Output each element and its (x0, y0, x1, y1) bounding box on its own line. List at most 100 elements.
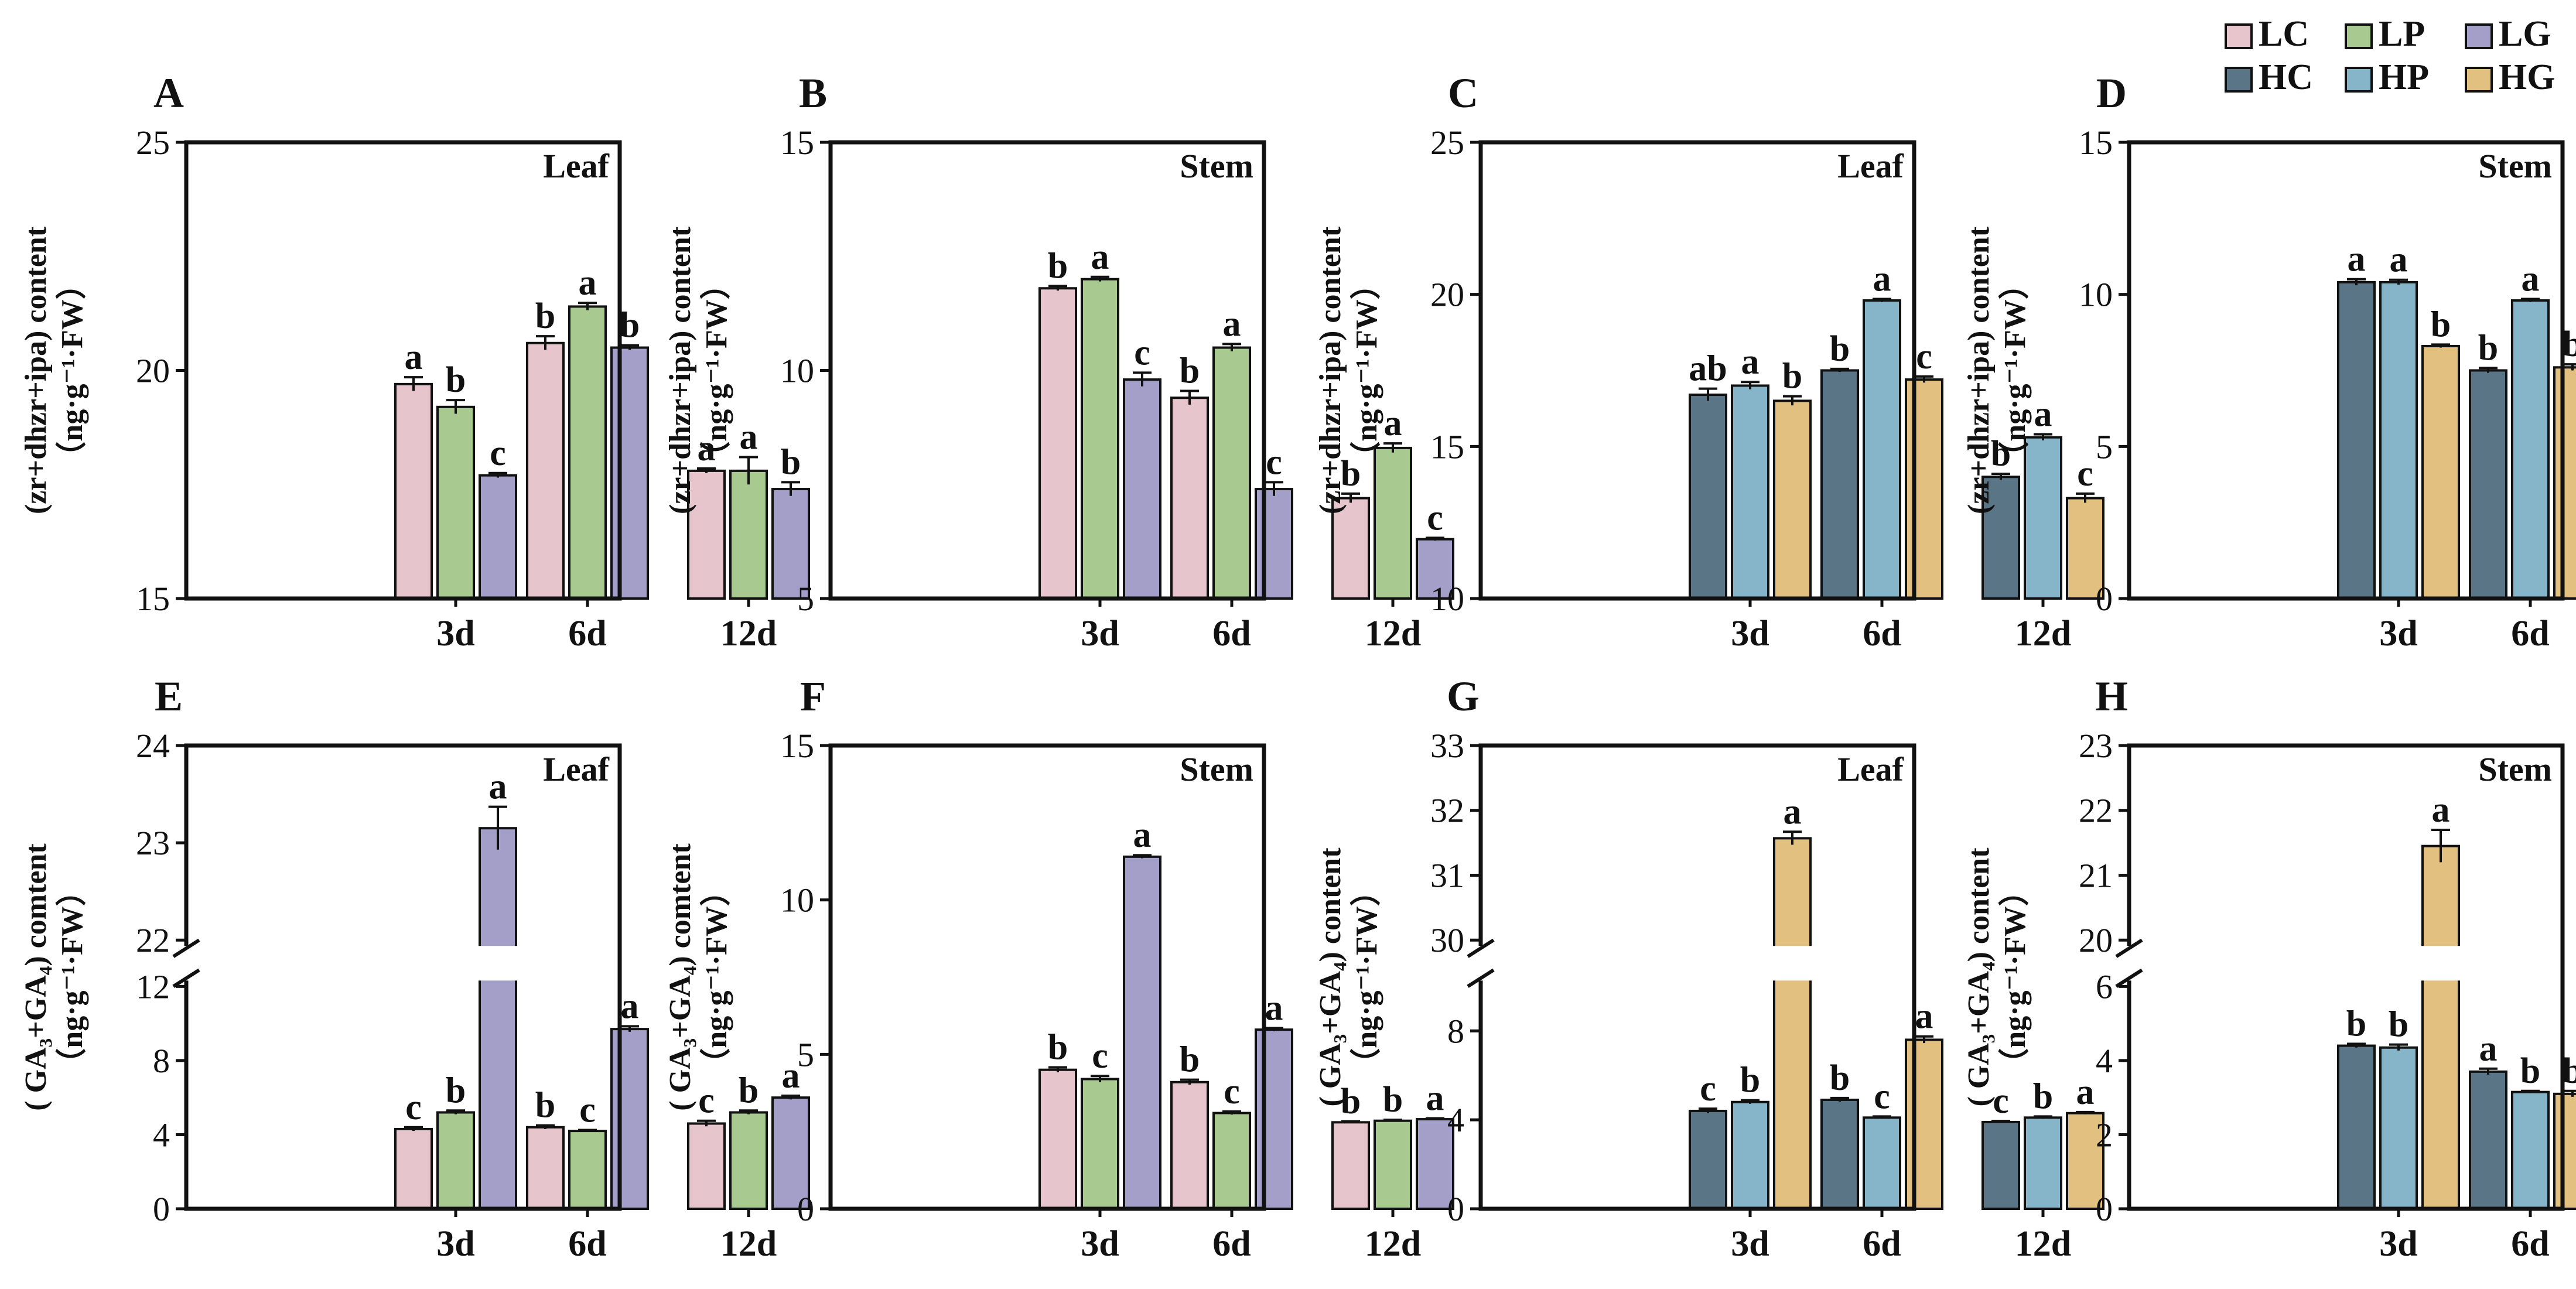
bar-HG-12d (2066, 497, 2104, 600)
y-axis-unit: （ng·g⁻¹·FW） (699, 269, 733, 471)
axis-break-mark (1467, 938, 1495, 958)
bar-LG-3d (479, 474, 517, 600)
y-tick-label: 6 (2096, 967, 2113, 1006)
significance-letter: a (698, 429, 716, 469)
legend: LC LP LG HC HP HG (2225, 14, 2555, 97)
y-axis-title: (zr+dhzr+ipa) content (664, 226, 697, 514)
significance-letter: a (489, 767, 507, 807)
significance-letter: b (2389, 1005, 2408, 1045)
x-tick-label: 6d (2511, 1224, 2549, 1264)
bar-LG-3d (1123, 378, 1161, 600)
tissue-label: Leaf (1837, 147, 1904, 185)
significance-letter: a (2390, 240, 2408, 280)
x-tick-label: 12d (2015, 614, 2071, 654)
panel-letter: D (2096, 70, 2127, 117)
y-tick-label: 8 (1447, 1012, 1464, 1050)
y-tick-label: 0 (2096, 1190, 2113, 1228)
significance-letter: a (405, 337, 423, 377)
bar-HP-3d (2379, 1046, 2418, 1211)
bar-LG-6d (1255, 1028, 1293, 1210)
significance-letter: b (2346, 1004, 2366, 1044)
y-tick-label: 20 (1430, 276, 1464, 314)
bar-LP-3d (1081, 1078, 1119, 1211)
significance-letter: b (1991, 434, 2011, 474)
bar-HG-6d (2553, 1092, 2576, 1211)
significance-letter: b (535, 1086, 555, 1126)
significance-letter: c (1874, 1076, 1890, 1116)
panel-D: abaaaabbb0510153d6d12dStemD(zr+dhzr+ipa)… (1962, 70, 2576, 654)
bar-LC-12d (1331, 1121, 1370, 1211)
bar-HP-3d (2379, 281, 2418, 600)
significance-letter: a (1784, 792, 1802, 832)
bar-HC-3d (1689, 394, 1727, 600)
bar-HC-6d (1820, 1098, 1859, 1210)
y-tick-label: 24 (136, 727, 170, 765)
y-tick-label: 23 (2079, 727, 2113, 765)
bar-LP-6d (568, 305, 607, 600)
y-tick-label: 32 (1430, 792, 1464, 830)
significance-letter: a (1741, 342, 1760, 382)
legend-label-HP: HP (2379, 57, 2429, 97)
y-tick-label: 4 (2096, 1042, 2113, 1080)
significance-letter: b (1740, 1061, 1760, 1100)
y-tick-label: 4 (153, 1116, 170, 1154)
significance-letter: a (621, 986, 639, 1026)
significance-letter: a (1133, 815, 1152, 855)
x-tick-label: 6d (1212, 614, 1251, 654)
tissue-label: Stem (2478, 147, 2552, 185)
y-tick-label: 0 (2096, 580, 2113, 618)
x-tick-label: 3d (1081, 1224, 1119, 1264)
y-axis-unit: （ng·g⁻¹·FW） (1350, 269, 1383, 471)
panel-letter: A (153, 70, 184, 117)
panel-H: baabbcabb0246202122233d6d12dStemH( GA₃+G… (1962, 673, 2576, 1264)
significance-letter: b (2520, 1051, 2540, 1091)
legend-swatch-LC (2225, 23, 2253, 49)
x-tick-label: 12d (1365, 1224, 1421, 1264)
y-tick-label: 10 (780, 352, 814, 390)
y-tick-label: 10 (1430, 580, 1464, 618)
y-tick-label: 20 (2079, 921, 2113, 959)
significance-letter: a (579, 263, 597, 303)
bar-HG-3d (1773, 399, 1812, 600)
significance-letter: b (620, 306, 640, 346)
y-tick-label: 15 (136, 580, 170, 618)
bar-LC-3d (1038, 1068, 1077, 1210)
bar-LC-12d (687, 1122, 726, 1211)
tissue-label: Leaf (1837, 750, 1904, 788)
bar-HG-6d (1905, 378, 1943, 600)
x-tick-label: 3d (1731, 614, 1769, 654)
tissue-label: Stem (1180, 750, 1253, 788)
y-tick-label: 25 (136, 124, 170, 162)
tissue-label: Stem (1180, 147, 1253, 185)
significance-letter: b (1830, 329, 1850, 369)
bar-LC-6d (526, 341, 565, 600)
significance-letter: a (2034, 395, 2052, 435)
bar-LP-3d (436, 1111, 475, 1211)
significance-letter: c (1700, 1069, 1716, 1109)
significance-letter: a (1091, 237, 1109, 277)
y-tick-label: 15 (780, 727, 814, 765)
plot-frame (1478, 140, 1916, 601)
significance-letter: a (1384, 404, 1402, 443)
legend-swatch-LG (2465, 23, 2493, 49)
significance-letter: a (1873, 259, 1891, 299)
axis-break-mark (172, 968, 200, 988)
significance-letter: c (1134, 333, 1150, 372)
bar-HC-12d (1981, 1120, 2020, 1210)
significance-letter: b (1341, 454, 1361, 494)
bar-LG-6d (610, 1028, 649, 1211)
bar-LG-3d (479, 827, 517, 1210)
y-tick-label: 10 (780, 881, 814, 919)
y-tick-label: 15 (780, 124, 814, 162)
significance-letter: b (535, 296, 555, 336)
significance-letter: b (2563, 1051, 2576, 1091)
bar-HC-3d (2337, 281, 2376, 600)
y-axis-title: (zr+dhzr+ipa) content (19, 226, 53, 514)
y-tick-label: 31 (1430, 856, 1464, 894)
x-tick-label: 6d (568, 1224, 606, 1264)
